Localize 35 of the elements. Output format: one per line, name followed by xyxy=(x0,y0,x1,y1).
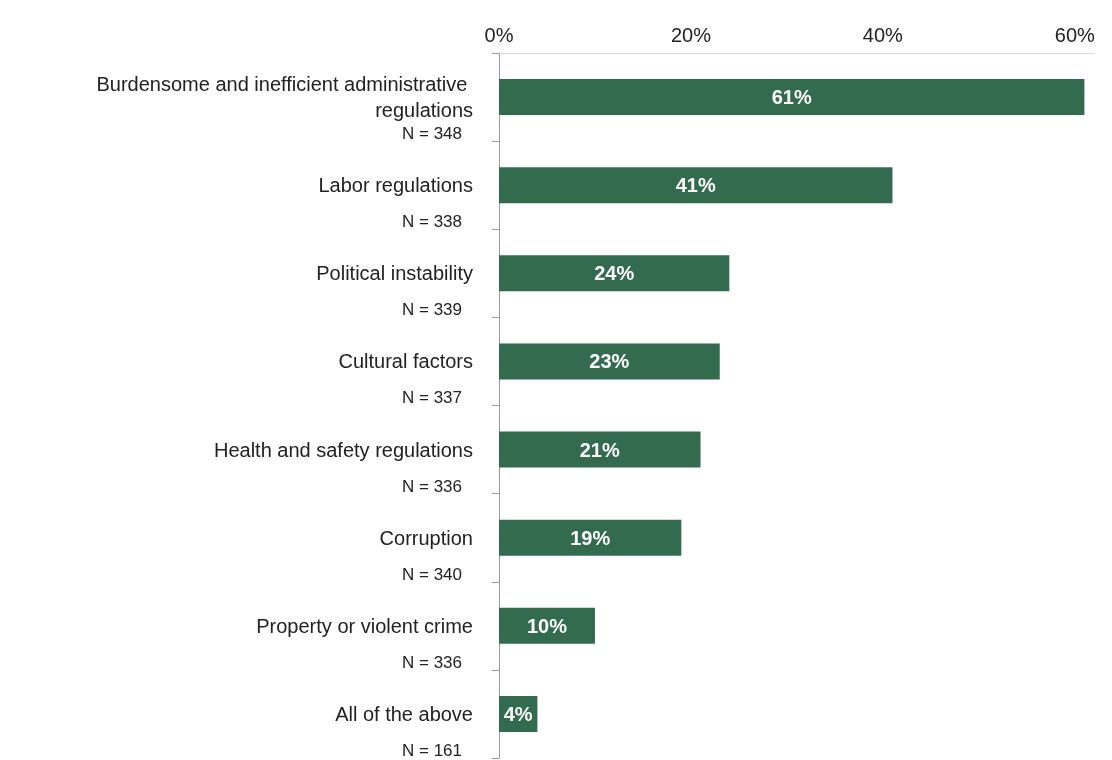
bar xyxy=(499,255,730,292)
data-label: 4% xyxy=(503,702,533,725)
y-tick-label: All of the above xyxy=(335,702,473,725)
data-label: 10% xyxy=(526,614,568,637)
data-label: 21% xyxy=(579,438,620,461)
y-tick-label: Political instability xyxy=(316,262,473,285)
data-label: 41% xyxy=(675,174,716,197)
text: N = 337 xyxy=(401,388,462,408)
bar xyxy=(499,607,595,644)
text: N = 339 xyxy=(401,300,462,320)
data-label: 19% xyxy=(570,526,611,549)
x-tick-label: 60% xyxy=(1054,24,1096,46)
bar xyxy=(499,431,701,468)
text: N = 336 xyxy=(401,652,462,672)
bar xyxy=(499,519,682,556)
x-tick-label: 20% xyxy=(670,24,712,46)
data-label: 23% xyxy=(589,350,630,373)
x-tick-label: 0% xyxy=(484,24,514,46)
bar xyxy=(499,79,1085,116)
bar xyxy=(499,167,893,204)
y-tick-label: Corruption xyxy=(379,526,473,549)
text: N = 336 xyxy=(401,476,462,496)
text: N = 340 xyxy=(401,564,462,584)
text: N = 348 xyxy=(401,124,462,144)
data-label: 61% xyxy=(771,86,812,109)
y-tick-label: Labor regulations xyxy=(318,174,473,197)
bar xyxy=(499,343,720,380)
data-label: 24% xyxy=(594,262,635,285)
y-tick-label: Health and safety regulations xyxy=(213,438,473,461)
text: N = 161 xyxy=(401,740,462,760)
x-tick-label: 40% xyxy=(862,24,904,46)
y-tick-label: Cultural factors xyxy=(338,350,473,373)
y-tick-label: Burdensome and inefficient administrative regulations xyxy=(96,73,473,122)
y-tick-label: Property or violent crime xyxy=(256,614,473,637)
text: N = 338 xyxy=(401,212,462,232)
